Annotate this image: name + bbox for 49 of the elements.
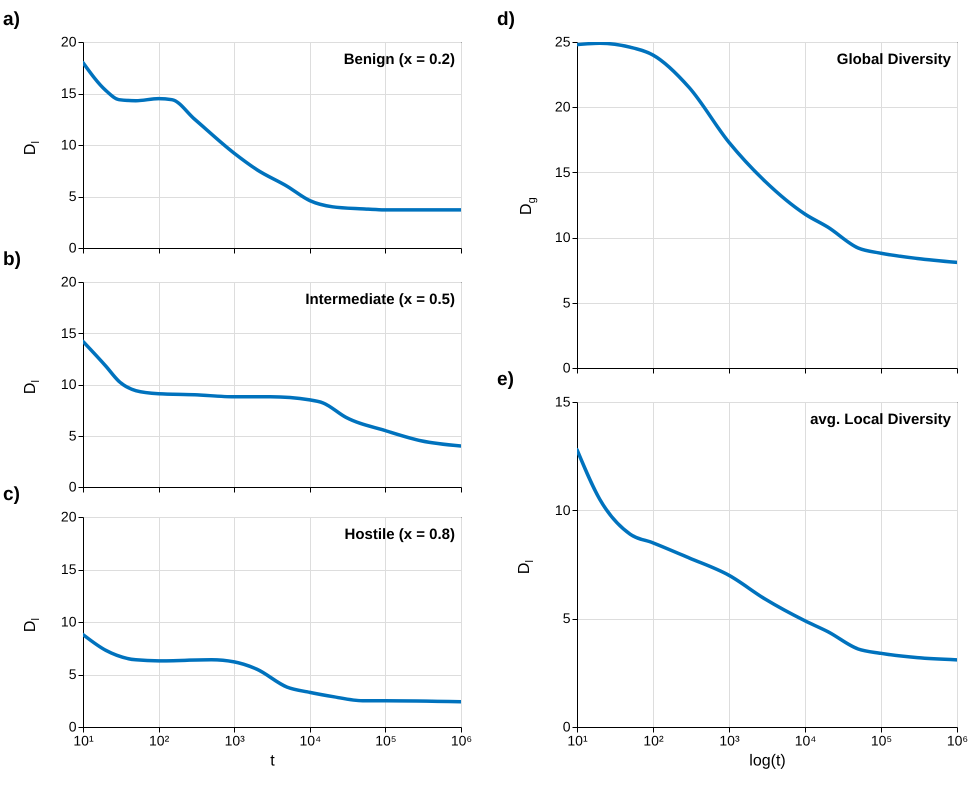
- x-tick-label: 10¹: [73, 732, 94, 748]
- chart-title: e): [497, 369, 514, 390]
- y-tick-label: 15: [554, 164, 571, 180]
- y-tick-label: 0: [68, 240, 77, 256]
- y-tick-label: 15: [60, 561, 77, 577]
- y-tick-label: 15: [60, 85, 77, 101]
- y-tick-label: 10: [60, 376, 77, 392]
- y-tick-label: 15: [60, 324, 77, 341]
- y-tick-label: 0: [68, 718, 77, 734]
- y-tick-label: 20: [554, 98, 571, 115]
- x-tick-label: 10⁴: [300, 732, 322, 748]
- x-axis-title: log(t): [749, 752, 786, 770]
- chart-title: c): [3, 484, 20, 505]
- y-tick-label: 5: [68, 188, 77, 204]
- x-axis-title: t: [270, 752, 276, 770]
- x-tick-label: 10⁶: [450, 732, 472, 748]
- y-tick-label: 20: [60, 274, 77, 290]
- annotation: avg. Local Diversity: [810, 411, 952, 428]
- y-tick-label: 5: [562, 610, 571, 626]
- y-tick-label: 0: [562, 360, 571, 376]
- y-tick-label: 20: [60, 508, 77, 524]
- x-tick-label: 10²: [148, 732, 170, 748]
- y-tick-label: 5: [562, 294, 571, 310]
- annotation: Global Diversity: [836, 51, 952, 68]
- y-tick-label: 10: [554, 229, 571, 246]
- y-tick-label: 10: [554, 502, 571, 518]
- chart-title: b): [3, 249, 21, 270]
- y-tick-label: 25: [554, 34, 571, 50]
- x-tick-label: 10⁵: [870, 732, 892, 748]
- chart-title: d): [497, 9, 515, 30]
- x-tick-label: 10⁶: [946, 732, 968, 748]
- annotation: Benign (x = 0.2): [344, 51, 455, 68]
- chart-title: a): [3, 9, 20, 30]
- x-tick-label: 10⁵: [375, 732, 397, 748]
- x-tick-label: 10³: [224, 732, 246, 748]
- annotation: Intermediate (x = 0.5): [305, 291, 455, 308]
- y-tick-label: 0: [68, 478, 77, 494]
- y-tick-label: 20: [60, 34, 77, 50]
- y-tick-label: 15: [554, 394, 571, 410]
- x-tick-label: 10⁴: [794, 732, 816, 748]
- x-tick-label: 10³: [719, 732, 740, 748]
- y-tick-label: 10: [60, 614, 77, 630]
- x-tick-label: 10¹: [567, 732, 588, 748]
- y-tick-label: 5: [68, 427, 77, 444]
- y-tick-label: 10: [60, 136, 77, 152]
- y-tick-label: 0: [562, 718, 571, 734]
- y-tick-label: 5: [68, 666, 77, 682]
- x-tick-label: 10²: [643, 732, 664, 748]
- annotation: Hostile (x = 0.8): [344, 526, 455, 543]
